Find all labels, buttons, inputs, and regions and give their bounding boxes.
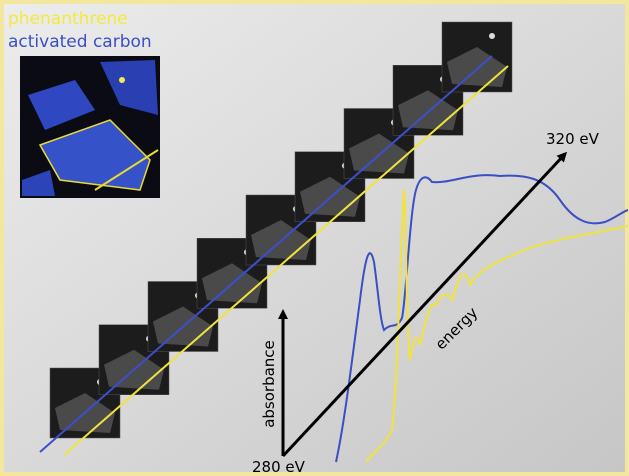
end-label: 320 eV xyxy=(546,130,600,148)
absorbance-label: absorbance xyxy=(260,340,278,428)
inset-image xyxy=(20,56,160,198)
start-label: 280 eV xyxy=(252,458,306,476)
legend-activated-carbon: activated carbon xyxy=(8,32,152,52)
figure: phenanthrene activated carbon 320 eV 280… xyxy=(0,0,629,476)
stack-particle xyxy=(489,33,495,39)
legend-phenanthrene: phenanthrene xyxy=(8,9,128,29)
